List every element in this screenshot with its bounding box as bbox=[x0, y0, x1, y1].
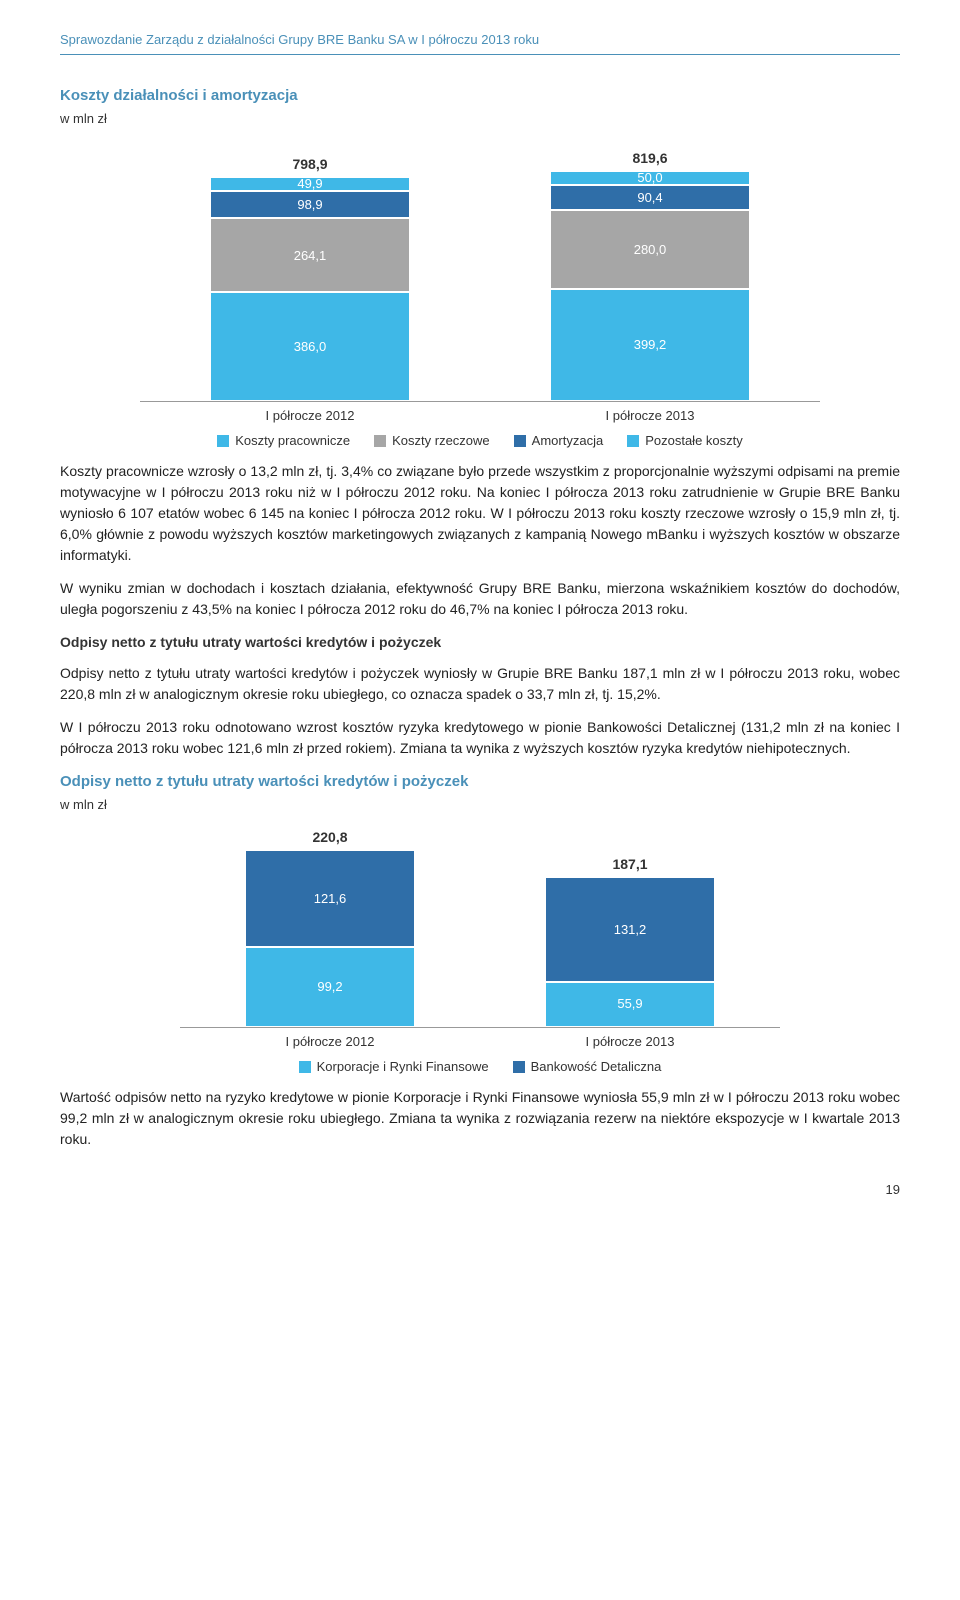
chart1-area: 798,9 49,998,9264,1386,0 819,6 50,090,4280,… bbox=[140, 141, 820, 451]
legend-swatch-icon bbox=[374, 435, 386, 447]
legend-label: Koszty pracownicze bbox=[235, 431, 350, 451]
chart2-container: Odpisy netto z tytułu utraty wartości kr… bbox=[60, 771, 900, 1077]
chart2-segment: 55,9 bbox=[545, 982, 715, 1027]
chart1-x-label: I półrocze 2012 bbox=[200, 406, 420, 426]
subheading-writeoffs: Odpisy netto z tytułu utraty wartości kr… bbox=[60, 632, 900, 653]
chart1-segment: 280,0 bbox=[550, 210, 750, 288]
chart1-bar: 819,6 50,090,4280,0399,2 bbox=[540, 148, 760, 400]
chart2-segment: 99,2 bbox=[245, 947, 415, 1026]
chart1-legend-item: Koszty rzeczowe bbox=[374, 431, 490, 451]
chart1-subtitle: w mln zł bbox=[60, 109, 900, 129]
chart1-total-label: 819,6 bbox=[632, 148, 667, 169]
chart2-total-label: 220,8 bbox=[312, 827, 347, 848]
legend-swatch-icon bbox=[627, 435, 639, 447]
paragraph-5: Wartość odpisów netto na ryzyko kredytow… bbox=[60, 1087, 900, 1150]
chart1-segment: 399,2 bbox=[550, 289, 750, 401]
chart1-segment: 90,4 bbox=[550, 185, 750, 210]
chart2-legend-item: Bankowość Detaliczna bbox=[513, 1057, 662, 1077]
chart1-bar: 798,9 49,998,9264,1386,0 bbox=[200, 154, 420, 401]
legend-swatch-icon bbox=[217, 435, 229, 447]
chart1-legend-item: Amortyzacja bbox=[514, 431, 604, 451]
legend-label: Amortyzacja bbox=[532, 431, 604, 451]
paragraph-3: Odpisy netto z tytułu utraty wartości kr… bbox=[60, 663, 900, 705]
legend-label: Pozostałe koszty bbox=[645, 431, 743, 451]
page-number: 19 bbox=[60, 1180, 900, 1200]
chart2-x-label: I półrocze 2013 bbox=[520, 1032, 740, 1052]
chart1-legend-item: Pozostałe koszty bbox=[627, 431, 743, 451]
chart1-x-label: I półrocze 2013 bbox=[540, 406, 760, 426]
legend-label: Koszty rzeczowe bbox=[392, 431, 490, 451]
page-header: Sprawozdanie Zarządu z działalności Grup… bbox=[60, 30, 900, 55]
chart2-subtitle: w mln zł bbox=[60, 795, 900, 815]
chart2-segment: 121,6 bbox=[245, 850, 415, 947]
chart1-segment: 49,9 bbox=[210, 177, 410, 191]
chart1-container: Koszty działalności i amortyzacja w mln … bbox=[60, 85, 900, 451]
chart2-area: 220,8121,699,2 187,1131,255,9 I półrocze … bbox=[180, 827, 780, 1077]
chart2-legend-item: Korporacje i Rynki Finansowe bbox=[299, 1057, 489, 1077]
chart1-segment: 264,1 bbox=[210, 218, 410, 292]
legend-swatch-icon bbox=[514, 435, 526, 447]
chart1-title: Koszty działalności i amortyzacja bbox=[60, 85, 900, 108]
legend-label: Korporacje i Rynki Finansowe bbox=[317, 1057, 489, 1077]
chart2-bar: 187,1131,255,9 bbox=[530, 854, 730, 1027]
legend-swatch-icon bbox=[513, 1061, 525, 1073]
chart1-legend-item: Koszty pracownicze bbox=[217, 431, 350, 451]
legend-label: Bankowość Detaliczna bbox=[531, 1057, 662, 1077]
paragraph-1: Koszty pracownicze wzrosły o 13,2 mln zł… bbox=[60, 461, 900, 566]
chart2-x-label: I półrocze 2012 bbox=[220, 1032, 440, 1052]
chart2-segment: 131,2 bbox=[545, 877, 715, 982]
chart2-title: Odpisy netto z tytułu utraty wartości kr… bbox=[60, 771, 900, 794]
chart1-segment: 386,0 bbox=[210, 292, 410, 400]
chart2-bar: 220,8121,699,2 bbox=[230, 827, 430, 1027]
chart1-segment: 98,9 bbox=[210, 191, 410, 219]
paragraph-4: W I półroczu 2013 roku odnotowano wzrost… bbox=[60, 717, 900, 759]
chart1-total-label: 798,9 bbox=[292, 154, 327, 175]
legend-swatch-icon bbox=[299, 1061, 311, 1073]
chart1-segment: 50,0 bbox=[550, 171, 750, 185]
paragraph-2: W wyniku zmian w dochodach i kosztach dz… bbox=[60, 578, 900, 620]
chart2-total-label: 187,1 bbox=[612, 854, 647, 875]
